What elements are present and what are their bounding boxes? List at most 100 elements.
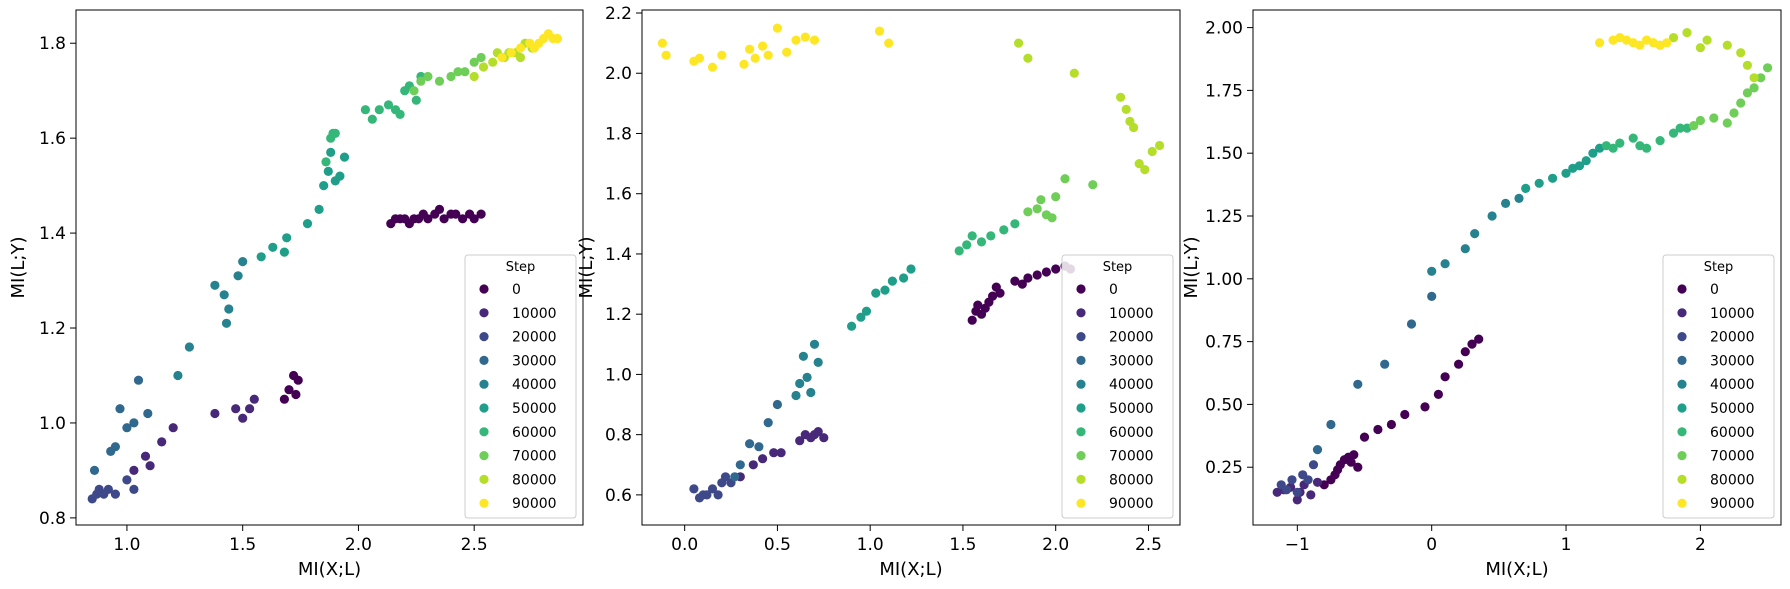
data-point-step-90000	[506, 48, 516, 58]
data-point-step-90000	[515, 43, 526, 53]
data-point-step-0	[1041, 267, 1051, 277]
data-point-step-50000	[335, 171, 345, 181]
data-point-step-30000	[763, 418, 773, 428]
data-point-step-70000	[1088, 180, 1098, 190]
data-points	[657, 23, 1165, 503]
data-point-step-30000	[735, 460, 745, 470]
data-point-step-10000	[813, 427, 823, 437]
data-point-step-10000	[249, 394, 259, 404]
y-tick-label: 1.4	[39, 224, 66, 244]
x-tick-label: 0.5	[764, 535, 791, 555]
legend-marker	[1677, 379, 1687, 389]
data-point-step-60000	[962, 240, 972, 250]
data-point-step-70000	[1023, 207, 1033, 217]
data-point-step-70000	[1695, 115, 1705, 126]
data-point-step-30000	[772, 399, 783, 410]
data-point-step-40000	[184, 342, 194, 352]
data-point-step-10000	[157, 437, 167, 447]
data-point-step-80000	[1116, 92, 1126, 102]
legend-marker	[1677, 403, 1687, 413]
legend-marker	[1677, 451, 1687, 461]
legend-marker	[1677, 332, 1687, 342]
data-point-step-80000	[515, 52, 526, 63]
y-tick-label: 1.0	[39, 414, 66, 434]
legend-entry-label: 20000	[512, 330, 557, 346]
legend-entry-label: 90000	[1710, 496, 1755, 512]
legend-entry-label: 90000	[1109, 496, 1154, 512]
data-point-step-60000	[367, 114, 377, 124]
legend-entry-label: 50000	[1109, 401, 1154, 417]
data-point-step-90000	[791, 35, 801, 45]
data-point-step-60000	[1675, 123, 1685, 133]
x-tick-label: 2.5	[461, 535, 488, 555]
data-point-step-0	[1467, 339, 1477, 349]
data-point-step-40000	[1514, 193, 1524, 203]
legend-marker	[479, 284, 489, 294]
legend-marker	[479, 379, 489, 389]
legend-entry-label: 80000	[512, 472, 557, 488]
data-point-step-0	[967, 315, 977, 325]
data-point-step-20000	[702, 490, 712, 500]
data-point-step-80000	[488, 57, 498, 67]
legend-marker	[479, 332, 489, 342]
legend-title: Step	[1704, 260, 1734, 275]
x-tick-label: −1	[1285, 535, 1310, 555]
plot-frame	[75, 9, 584, 526]
data-point-step-30000	[745, 439, 755, 449]
x-axis-label: MI(X;L)	[1485, 559, 1548, 580]
legend-entry-label: 0	[512, 282, 521, 298]
x-axis-label: MI(X;L)	[879, 559, 942, 580]
data-point-step-70000	[1756, 73, 1766, 83]
data-point-step-70000	[1689, 121, 1699, 131]
data-point-step-30000	[1406, 319, 1417, 329]
data-point-step-40000	[1470, 229, 1480, 239]
legend-marker	[479, 498, 489, 508]
data-point-step-0	[973, 300, 983, 310]
data-point-step-40000	[1487, 211, 1497, 221]
x-tick-label: 2.5	[1135, 535, 1162, 555]
data-point-step-10000	[140, 451, 151, 461]
data-point-step-50000	[256, 252, 266, 262]
x-tick-label: 1	[1561, 535, 1572, 555]
legend-marker	[1076, 474, 1086, 484]
data-point-step-90000	[497, 52, 507, 63]
data-point-step-10000	[795, 436, 805, 446]
data-point-step-0	[1017, 279, 1027, 289]
data-point-step-70000	[1036, 195, 1046, 205]
data-point-step-30000	[1326, 419, 1336, 430]
data-point-step-10000	[129, 465, 139, 475]
x-tick-label: 1.5	[229, 535, 256, 555]
data-point-step-60000	[395, 109, 405, 119]
data-point-step-90000	[874, 26, 885, 36]
legend-entry-label: 10000	[1109, 306, 1154, 322]
legend-entry-label: 60000	[1710, 425, 1755, 441]
data-point-step-80000	[1121, 104, 1131, 114]
y-tick-label: 1.6	[605, 185, 632, 205]
x-tick-label: 0	[1426, 535, 1437, 555]
data-point-step-20000	[1308, 460, 1319, 470]
data-point-step-10000	[231, 404, 241, 414]
data-point-step-20000	[1292, 487, 1302, 497]
data-point-step-80000	[1736, 48, 1746, 58]
data-point-step-70000	[453, 67, 463, 77]
data-point-step-60000	[976, 237, 987, 247]
y-tick-label: 1.0	[605, 365, 632, 385]
data-point-step-10000	[145, 461, 155, 471]
data-point-step-0	[1474, 334, 1484, 344]
data-point-step-0	[469, 214, 479, 224]
data-point-step-70000	[446, 71, 456, 82]
data-point-step-20000	[122, 475, 132, 485]
data-point-step-40000	[221, 318, 232, 328]
data-point-step-0	[279, 394, 289, 404]
data-point-step-10000	[238, 413, 248, 423]
y-axis-label: MI(L;Y)	[1181, 237, 1202, 299]
legend-marker	[1076, 308, 1086, 318]
y-tick-label: 0.8	[605, 426, 632, 446]
data-point-step-90000	[750, 53, 760, 63]
legend-marker	[1076, 498, 1086, 508]
data-point-step-70000	[1051, 192, 1061, 202]
data-point-step-90000	[694, 53, 705, 63]
legend-marker	[1076, 284, 1086, 294]
y-tick-label: 0.50	[1205, 395, 1243, 415]
legend-entry-label: 0	[1109, 282, 1118, 298]
